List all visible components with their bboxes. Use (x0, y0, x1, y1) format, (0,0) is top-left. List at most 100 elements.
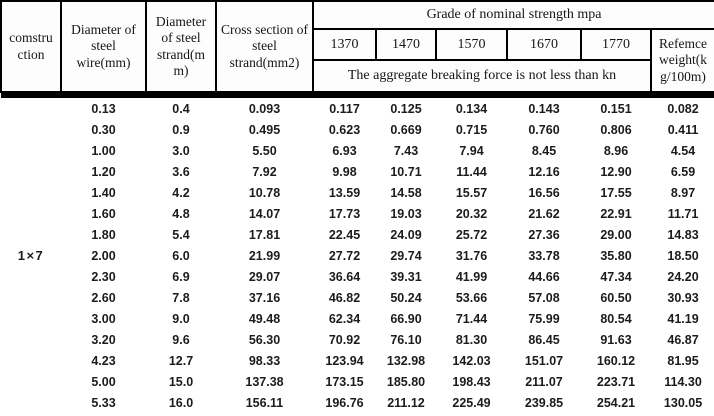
table-cell-cross_section_mm2: 156.11 (245, 395, 284, 410)
table-cell-breaking_force_1470_kn: 29.74 (390, 248, 422, 263)
table-cell-wire_diameter_mm: 0.13 (91, 101, 116, 116)
table-cell-breaking_force_1770_kn: 8.96 (603, 143, 629, 158)
table-cell-reference_weight_kg_per_100m: 0.411 (667, 122, 699, 137)
table-cell-strand_diameter_mm: 4.2 (172, 185, 190, 200)
table-cell-breaking_force_1470_kn: 66.90 (390, 311, 422, 326)
table-cell-reference_weight_kg_per_100m: 14.83 (667, 227, 699, 242)
table-cell-strand_diameter_mm: 16.0 (168, 395, 194, 410)
table-cell-breaking_force_1570_kn: 7.94 (459, 143, 484, 158)
table-cell-strand_diameter_mm: 6.9 (172, 269, 190, 284)
header-grade-1570: 1570 (435, 28, 508, 61)
table-cell-breaking_force_1570_kn: 225.49 (452, 395, 491, 410)
table-row: 5.33 16.0 156.11 196.76 211.12 225.49 239.85 25… (1, 392, 714, 413)
table-cell-reference_weight_kg_per_100m: 130.05 (663, 395, 703, 410)
table-cell-cross_section_mm2: 56.30 (248, 332, 281, 347)
table-header: comstru ction Diameter of steel wire(mm)… (0, 0, 714, 93)
header-row-group: comstru ction Diameter of steel wire(mm)… (0, 0, 714, 93)
table-row: 1.20 3.6 7.92 9.98 10.71 11.44 12.16 12.90 6.59 (1, 161, 714, 182)
table-cell-breaking_force_1570_kn: 81.30 (455, 332, 488, 347)
header-construction: comstru ction (0, 0, 62, 93)
table-cell-breaking_force_1470_kn: 211.12 (387, 395, 425, 410)
table-cell-breaking_force_1570_kn: 41.99 (455, 269, 488, 284)
table-cell-breaking_force_1370_kn: 9.98 (332, 164, 357, 179)
separator-band (1, 92, 714, 98)
table-cell-cross_section_mm2: 5.50 (252, 143, 277, 158)
table-cell-wire_diameter_mm: 2.00 (91, 248, 116, 263)
table-cell-breaking_force_1470_kn: 24.09 (390, 227, 422, 242)
table-cell-breaking_force_1370_kn: 196.76 (325, 395, 364, 410)
table-cell-cross_section_mm2: 29.07 (248, 269, 281, 284)
table-cell-breaking_force_1570_kn: 15.57 (455, 185, 488, 200)
table-cell-breaking_force_1670_kn: 16.56 (528, 185, 560, 200)
table-row: 1×7 0.13 0.4 0.093 0.117 0.125 0.134 0.143 0.151… (1, 98, 714, 264)
header-row-note: The aggregate breaking force is not less… (1, 59, 714, 93)
table-cell-breaking_force_1670_kn: 211.07 (525, 374, 563, 389)
table-cell-wire_diameter_mm: 3.20 (91, 332, 116, 347)
table-cell-breaking_force_1670_kn: 86.45 (528, 332, 560, 347)
table-cell-reference_weight_kg_per_100m: 6.59 (670, 164, 696, 179)
construction-value: 1×7 (17, 248, 45, 263)
table-row: 2.00 6.0 21.99 27.72 29.74 31.76 33.78 35.80 18.… (1, 245, 714, 266)
table-cell-strand_diameter_mm: 15.0 (168, 374, 194, 389)
table-cell-breaking_force_1670_kn: 12.16 (528, 164, 560, 179)
table-cell-breaking_force_1570_kn: 0.715 (455, 122, 488, 137)
header-grade-group: Grade of nominal strength mpa (311, 0, 714, 30)
table-cell-wire_diameter_mm: 1.80 (91, 227, 116, 242)
table-cell-strand_diameter_mm: 5.4 (172, 227, 190, 242)
table-cell-breaking_force_1570_kn: 11.44 (456, 164, 487, 179)
table-row: 1.40 4.2 10.78 13.59 14.58 15.57 16.56 17.55 8.9… (1, 182, 714, 203)
table-cell-strand_diameter_mm: 9.6 (172, 332, 190, 347)
table-cell-breaking_force_1770_kn: 91.63 (600, 332, 632, 347)
table-cell-strand_diameter_mm: 3.0 (172, 143, 190, 158)
table-cell-breaking_force_1770_kn: 60.50 (600, 290, 632, 305)
table-cell-strand_diameter_mm: 12.7 (168, 353, 194, 368)
table-cell-breaking_force_1370_kn: 22.45 (328, 227, 361, 242)
table-cell-cross_section_mm2: 10.78 (248, 185, 281, 200)
table-cell-breaking_force_1770_kn: 80.54 (600, 311, 632, 326)
table-cell-breaking_force_1370_kn: 0.117 (329, 101, 360, 116)
table-cell-cross_section_mm2: 17.81 (248, 227, 281, 242)
table-cell-breaking_force_1470_kn: 0.125 (390, 101, 422, 116)
table-cell-cross_section_mm2: 0.495 (248, 122, 281, 137)
table-cell-breaking_force_1770_kn: 47.34 (600, 269, 632, 284)
table-cell-cross_section_mm2: 49.48 (248, 311, 281, 326)
table-cell-breaking_force_1370_kn: 27.72 (328, 248, 361, 263)
table-cell-breaking_force_1470_kn: 132.98 (386, 353, 426, 368)
table-row: 5.00 15.0 137.38 173.15 185.80 198.43 211.07 22… (1, 371, 714, 392)
table-cell-breaking_force_1670_kn: 44.66 (528, 269, 560, 284)
table-cell-breaking_force_1470_kn: 39.31 (390, 269, 422, 284)
header-wire-diameter: Diameter of steel wire(mm) (60, 0, 147, 93)
header-row-grades: 1370 1470 1570 1670 1770 Refemce weight(… (1, 28, 714, 93)
header-grade-1770: 1770 (580, 28, 652, 61)
table-cell-breaking_force_1470_kn: 10.71 (390, 164, 422, 179)
table-cell-wire_diameter_mm: 1.00 (91, 143, 116, 158)
table-cell-wire_diameter_mm: 2.60 (91, 290, 116, 305)
table-cell-cross_section_mm2: 14.07 (248, 206, 281, 221)
table-cell-breaking_force_1670_kn: 151.07 (524, 353, 564, 368)
table-row: 2.60 7.8 37.16 46.82 50.24 53.66 57.08 60.50 30.… (1, 287, 714, 308)
table-cell-breaking_force_1570_kn: 198.43 (452, 374, 491, 389)
table-cell-reference_weight_kg_per_100m: 24.20 (667, 269, 699, 284)
table-cell-breaking_force_1670_kn: 57.08 (528, 290, 560, 305)
table-cell-cross_section_mm2: 37.16 (248, 290, 281, 305)
header-cross-section: Cross section of steel strand(mm2) (215, 0, 314, 93)
table-cell-wire_diameter_mm: 5.00 (91, 374, 116, 389)
table-cell-strand_diameter_mm: 7.8 (172, 290, 190, 305)
table-cell-strand_diameter_mm: 4.8 (172, 206, 190, 221)
table-cell-strand_diameter_mm: 3.6 (172, 164, 190, 179)
table-cell-breaking_force_1670_kn: 239.85 (524, 395, 564, 410)
table-row: 2.30 6.9 29.07 36.64 39.31 41.99 44.66 47.34 24.… (1, 266, 714, 287)
table-cell-breaking_force_1470_kn: 76.10 (390, 332, 422, 347)
header-body-separator (1, 92, 714, 98)
table-cell-cross_section_mm2: 98.33 (248, 353, 281, 368)
table-cell-breaking_force_1370_kn: 0.623 (328, 122, 361, 137)
table-cell-breaking_force_1670_kn: 21.62 (528, 206, 560, 221)
table-cell-breaking_force_1370_kn: 70.92 (328, 332, 361, 347)
table-cell-cross_section_mm2: 7.92 (252, 164, 277, 179)
table-cell-breaking_force_1470_kn: 185.80 (386, 374, 426, 389)
table-cell-breaking_force_1770_kn: 17.55 (600, 185, 632, 200)
table-cell-reference_weight_kg_per_100m: 81.95 (667, 353, 699, 368)
table-cell-wire_diameter_mm: 1.40 (91, 185, 116, 200)
table-cell-reference_weight_kg_per_100m: 18.50 (667, 248, 699, 263)
table-row: 0.30 0.9 0.495 0.623 0.669 0.715 0.760 0.806 0.4… (1, 119, 714, 140)
